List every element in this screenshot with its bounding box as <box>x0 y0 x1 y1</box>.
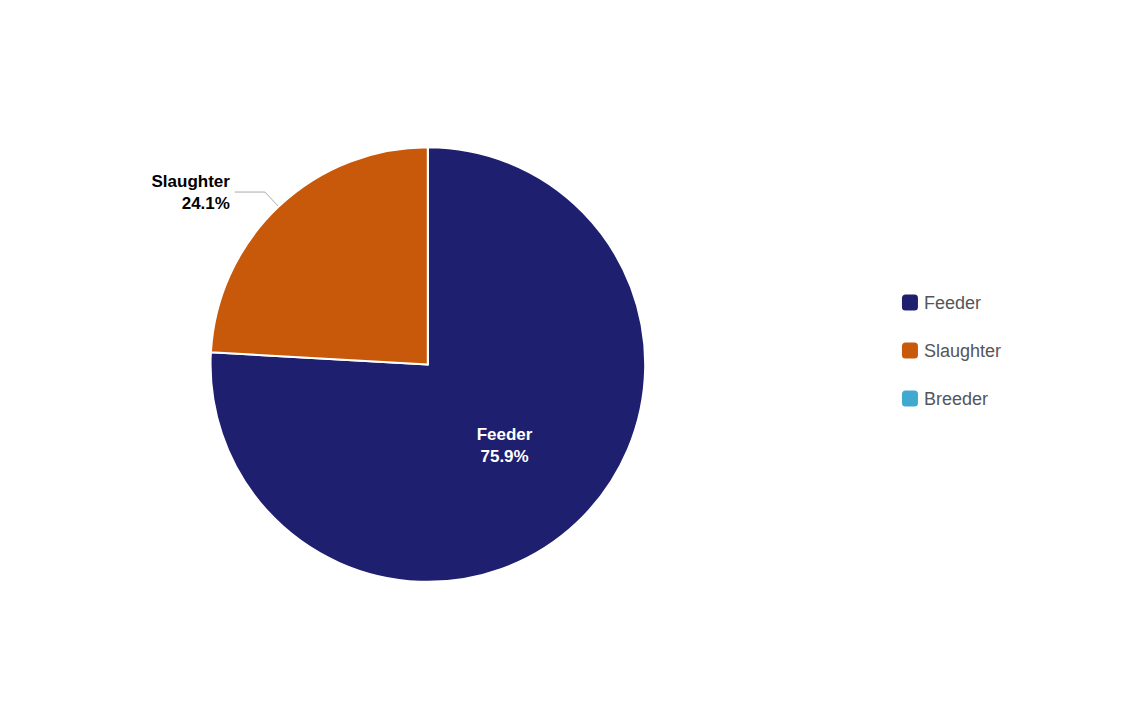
svg-text:75.9%: 75.9% <box>480 447 528 466</box>
svg-text:Feeder: Feeder <box>924 293 981 313</box>
svg-text:Breeder: Breeder <box>924 389 988 409</box>
svg-text:Feeder: Feeder <box>477 425 533 444</box>
svg-text:24.1%: 24.1% <box>182 194 230 213</box>
svg-text:Slaughter: Slaughter <box>151 172 230 191</box>
svg-text:Slaughter: Slaughter <box>924 341 1001 361</box>
